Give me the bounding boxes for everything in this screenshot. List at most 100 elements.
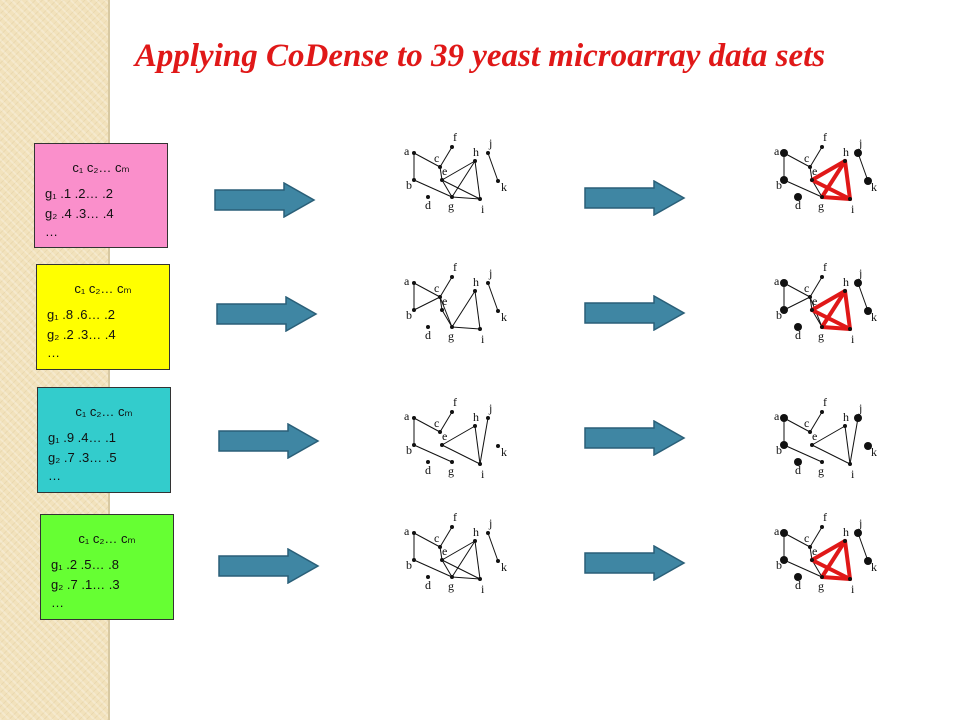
node-label-f: f	[823, 130, 827, 144]
graph-edge	[474, 160, 481, 200]
node-label-b: b	[776, 308, 782, 322]
graph-node	[478, 577, 482, 581]
node-label-j: j	[488, 401, 492, 415]
graph-edge	[441, 444, 481, 465]
node-label-c: c	[434, 531, 439, 545]
matrix-header: c₁ c₂… cₘ	[75, 404, 133, 419]
node-label-e: e	[442, 544, 447, 558]
graph-node	[864, 557, 872, 565]
node-label-f: f	[823, 260, 827, 274]
arrow-right-icon	[218, 423, 320, 459]
graph-node	[496, 309, 500, 313]
graph-node	[486, 416, 490, 420]
graph-node	[820, 575, 824, 579]
graph-edge	[441, 179, 453, 198]
graph-node	[810, 558, 814, 562]
graph-node	[426, 575, 430, 579]
graph-node	[780, 149, 788, 157]
graph-node	[848, 197, 852, 201]
dense-subgraph-edge	[843, 539, 852, 581]
dense-subgraph-edge	[820, 289, 847, 329]
node-label-h: h	[843, 525, 849, 539]
network-graph-2: a b c d e f g h i j k	[404, 260, 507, 346]
node-label-c: c	[804, 151, 809, 165]
graph-edge	[439, 276, 453, 298]
node-label-k: k	[501, 445, 507, 459]
node-label-i: i	[851, 202, 855, 216]
graph-node	[440, 308, 444, 312]
graph-edge	[783, 444, 823, 463]
graph-node	[810, 308, 814, 312]
arrow-right-icon	[218, 548, 320, 584]
graph-node	[450, 460, 454, 464]
graph-node	[810, 178, 814, 182]
node-label-d: d	[425, 328, 431, 342]
arrow-right-icon	[584, 180, 686, 216]
node-label-g: g	[448, 464, 454, 478]
node-label-a: a	[774, 144, 780, 158]
node-label-j: j	[858, 136, 862, 150]
graph-node	[450, 575, 454, 579]
node-label-k: k	[871, 445, 877, 459]
arrow-right-icon	[584, 545, 686, 581]
matrix-row-1: g₁ .9 .4… .1	[48, 430, 116, 445]
graph-edge	[439, 146, 453, 168]
graph-node	[820, 410, 824, 414]
graph-edge	[783, 179, 823, 198]
graph-edge	[439, 526, 453, 548]
graph-node	[794, 573, 802, 581]
node-label-d: d	[425, 578, 431, 592]
graph-node	[478, 462, 482, 466]
graph-node	[496, 559, 500, 563]
node-label-i: i	[851, 332, 855, 346]
graph-node	[478, 327, 482, 331]
node-label-a: a	[774, 409, 780, 423]
network-graph-2-highlighted: a b c d e f g h i j k	[774, 260, 877, 346]
dense-subgraph-edge	[820, 325, 852, 331]
matrix-row-2: g₂ .4 .3… .4	[45, 206, 114, 221]
graph-node	[412, 558, 416, 562]
node-label-i: i	[481, 332, 485, 346]
graph-node	[810, 443, 814, 447]
graph-edge	[413, 282, 441, 298]
graph-node	[864, 177, 872, 185]
graph-edge	[441, 425, 476, 446]
dense-subgraph-edge	[810, 159, 847, 182]
node-label-k: k	[871, 180, 877, 194]
graph-edge	[439, 166, 443, 181]
graph-edge	[809, 276, 823, 298]
graph-edge	[451, 326, 481, 330]
graph-node	[820, 145, 824, 149]
graph-edge	[487, 152, 499, 182]
dense-subgraph-edge	[820, 575, 852, 581]
graph-edge	[479, 417, 489, 465]
graph-node	[440, 558, 444, 562]
graph-node	[820, 275, 824, 279]
dense-subgraph-edge	[810, 289, 847, 312]
graph-node	[794, 323, 802, 331]
arrow-right-icon	[214, 182, 316, 218]
slide-title: Applying CoDense to 39 yeast microarray …	[134, 38, 826, 74]
node-label-d: d	[425, 198, 431, 212]
graph-node	[854, 529, 862, 537]
dense-subgraph-edge	[810, 539, 847, 562]
graph-edge	[844, 425, 851, 465]
graph-edge	[487, 532, 499, 562]
graph-edge	[451, 540, 476, 578]
graph-edge	[441, 160, 476, 181]
node-label-g: g	[818, 199, 824, 213]
node-label-k: k	[871, 560, 877, 574]
graph-edge	[451, 576, 481, 580]
graph-node	[864, 442, 872, 450]
node-label-b: b	[776, 443, 782, 457]
graph-node	[808, 430, 812, 434]
graph-node	[412, 281, 416, 285]
node-label-g: g	[448, 199, 454, 213]
graph-node	[412, 443, 416, 447]
node-label-h: h	[473, 410, 479, 424]
graph-node	[843, 159, 847, 163]
matrix-row-2: g₂ .7 .1… .3	[51, 577, 120, 592]
graph-node	[450, 195, 454, 199]
dense-subgraph-edge	[843, 159, 852, 201]
graph-edge	[857, 282, 869, 312]
